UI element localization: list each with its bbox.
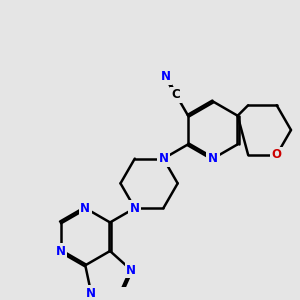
Text: N: N <box>86 287 96 300</box>
Text: N: N <box>208 152 218 165</box>
Text: N: N <box>161 70 171 83</box>
Text: N: N <box>130 202 140 214</box>
Text: N: N <box>56 244 65 257</box>
Text: N: N <box>80 202 90 214</box>
Text: N: N <box>158 152 168 165</box>
Text: C: C <box>172 88 180 101</box>
Text: O: O <box>272 148 282 161</box>
Text: N: N <box>126 264 136 277</box>
